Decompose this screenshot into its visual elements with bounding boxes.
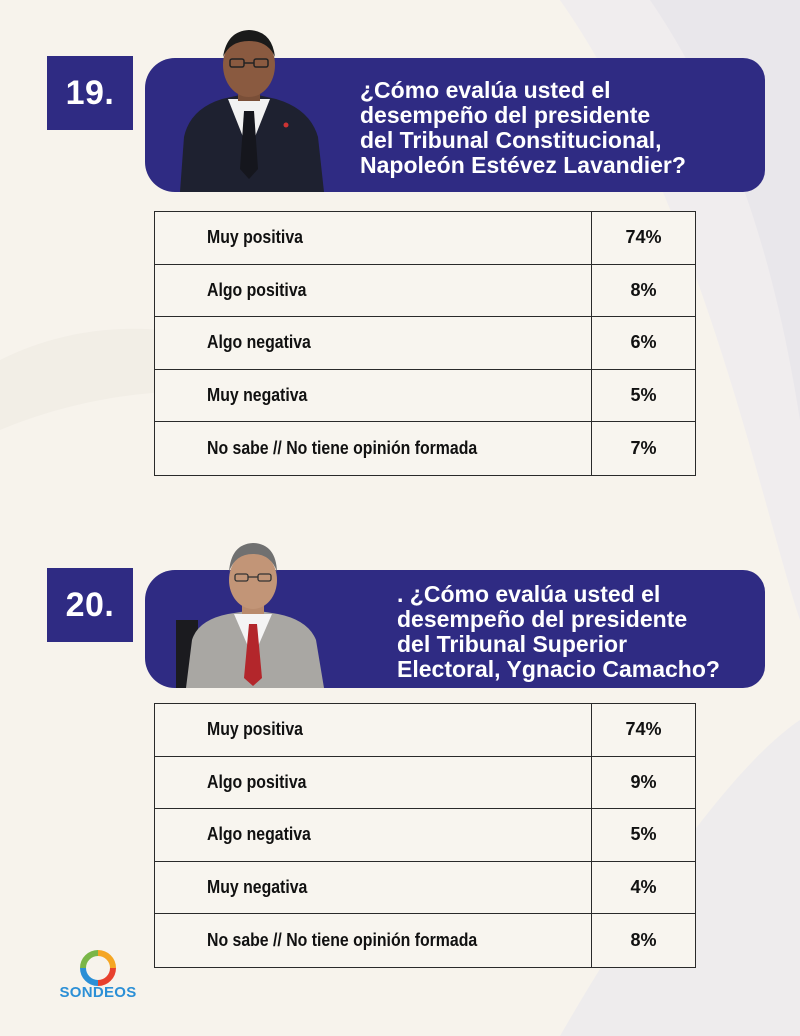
row-value: 5%: [630, 385, 657, 406]
table-row: No sabe // No tiene opinión formada 8%: [155, 914, 695, 967]
table-row: Algo negativa 6%: [155, 317, 695, 370]
table-row: Algo positiva 9%: [155, 756, 695, 810]
table-row: No sabe // No tiene opinión formada 7%: [155, 422, 695, 475]
question-number-20: 20.: [47, 568, 133, 642]
row-label: Muy negativa: [155, 861, 592, 914]
table-row: Muy positiva 74%: [155, 704, 695, 757]
portrait-photo-20: [176, 543, 324, 688]
row-value: 6%: [630, 332, 657, 353]
portrait-photo-19: [180, 30, 324, 192]
row-label: Algo positiva: [155, 264, 592, 317]
row-label: No sabe // No tiene opinión formada: [155, 914, 592, 967]
ring-logo-icon: [80, 950, 116, 986]
row-value: 74%: [625, 227, 662, 248]
row-label: No sabe // No tiene opinión formada: [155, 422, 592, 475]
row-label: Muy positiva: [155, 704, 592, 756]
table-row: Algo negativa 5%: [155, 809, 695, 862]
row-label: Muy negativa: [155, 369, 592, 422]
table-row: Muy negativa 5%: [155, 369, 695, 423]
row-value: 74%: [625, 719, 662, 740]
logo-text: SONDEOS: [59, 984, 137, 1001]
table-row: Muy negativa 4%: [155, 861, 695, 915]
row-value: 7%: [630, 438, 657, 459]
results-table-20: Muy positiva 74% Algo positiva 9% Algo n…: [154, 703, 696, 968]
row-label: Algo negativa: [155, 809, 592, 861]
row-label: Algo positiva: [155, 756, 592, 809]
question-text-19: ¿Cómo evalúa usted el desempeño del pres…: [360, 77, 686, 178]
table-row: Muy positiva 74%: [155, 212, 695, 265]
row-value: 8%: [630, 930, 657, 951]
results-table-19: Muy positiva 74% Algo positiva 8% Algo n…: [154, 211, 696, 476]
row-value: 8%: [630, 279, 657, 300]
row-label: Muy positiva: [155, 212, 592, 264]
row-value: 5%: [630, 824, 657, 845]
table-row: Algo positiva 8%: [155, 264, 695, 318]
row-value: 9%: [630, 771, 657, 792]
row-label: Algo negativa: [155, 317, 592, 369]
question-number-19: 19.: [47, 56, 133, 130]
question-text-20: . ¿Cómo evalúa usted el desempeño del pr…: [397, 581, 720, 682]
row-value: 4%: [630, 877, 657, 898]
